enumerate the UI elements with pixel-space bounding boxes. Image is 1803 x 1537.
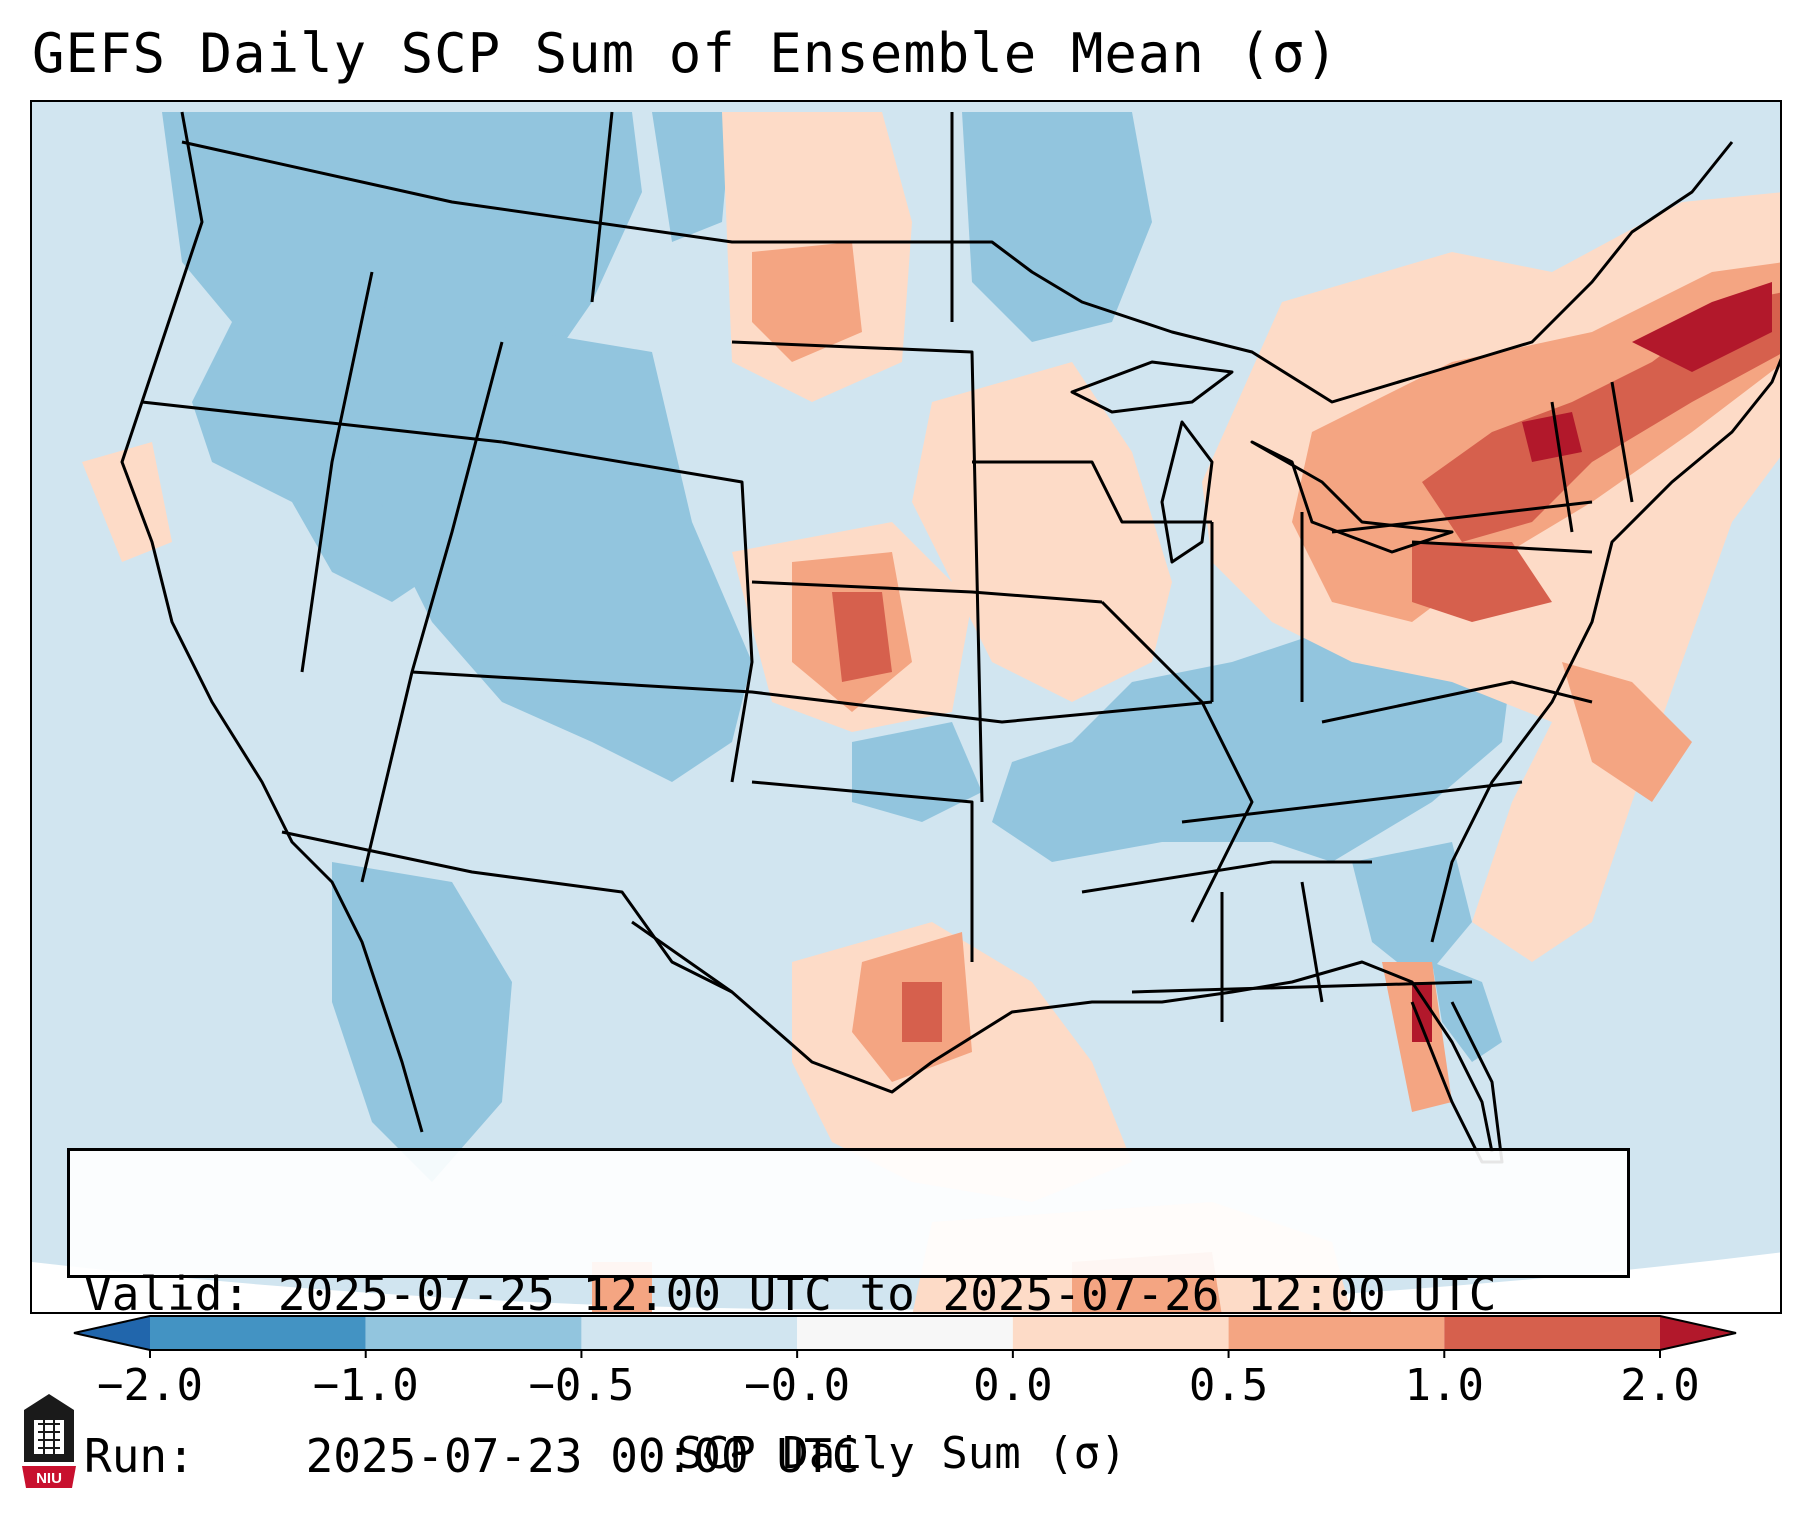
map-panel [30, 100, 1782, 1314]
state-line-23 [1610, 381, 1634, 503]
mid-blob-northdakota [752, 242, 862, 362]
map-canvas [32, 111, 1780, 1312]
state-line-11 [1100, 600, 1254, 923]
logo-text: NIU [36, 1470, 62, 1487]
run-line: Run: 2025-07-23 00:00 UTC [84, 1429, 1613, 1483]
chart-title: GEFS Daily SCP Sum of Ensemble Mean (σ) [32, 22, 1339, 85]
colorbar-tick-label: −0.0 [744, 1360, 851, 1411]
negative-blob-mexico [332, 862, 512, 1182]
great-lakes-michigan [1160, 420, 1214, 564]
state-line-15 [1081, 860, 1372, 894]
valid-label: Valid: [84, 1267, 251, 1321]
negative-anomaly-layer [162, 112, 1512, 1182]
mid-blob-atlantic [1562, 662, 1692, 802]
coastline-west [120, 111, 424, 1133]
negative-blob-oklahoma [852, 722, 982, 822]
colorbar-tick-label: −2.0 [97, 1360, 203, 1411]
state-line-22 [1550, 401, 1574, 533]
state-line-20 [1331, 500, 1593, 534]
max-blob-vermont [1632, 282, 1772, 372]
colorbar-tick-label: −0.5 [528, 1360, 635, 1411]
colorbar-label: SCP Daily Sum (σ) [676, 1428, 1127, 1479]
canada-border [181, 140, 1734, 404]
state-line-10 [972, 460, 1212, 524]
colorbar-bin [150, 1316, 366, 1350]
colorbar-ticks [149, 1350, 1661, 1358]
negative-blob-rockies [352, 302, 752, 782]
colorbar-tick-label: 2.0 [1620, 1360, 1700, 1411]
negative-blob-montana [652, 112, 732, 242]
state-line-6 [590, 111, 614, 303]
state-line-18 [1131, 980, 1473, 994]
state-line-21 [1411, 540, 1593, 554]
great-lakes-superior [1070, 360, 1234, 414]
state-line-1 [300, 271, 374, 673]
state-line-17 [1300, 881, 1324, 1003]
colorbar-tick-label: 1.0 [1404, 1360, 1485, 1411]
colorbar-bins [73, 1315, 1737, 1351]
max-blob-newyork [1522, 412, 1582, 462]
colorbar-bin [1228, 1316, 1445, 1350]
colorbar-tick-label: −1.0 [312, 1360, 419, 1411]
state-line-3 [360, 341, 504, 883]
state-line-24 [1321, 680, 1593, 724]
negative-blob-southeast [1352, 842, 1472, 982]
colorbar-bin [1012, 1316, 1229, 1350]
colorbar-bin [1444, 1316, 1660, 1350]
colorbar-bin [797, 1316, 1013, 1350]
colorbar [73, 1315, 1737, 1358]
high-blob-pennsylvania [1412, 542, 1552, 622]
run-label: Run: [84, 1429, 195, 1483]
max-blob-florida [1412, 982, 1432, 1042]
valid-line: Valid: 2025-07-25 12:00 UTC to 2025-07-2… [84, 1267, 1613, 1321]
high-blob-texas-core [902, 982, 942, 1042]
state-line-9 [751, 580, 1103, 604]
high-blob-kansas-core [832, 592, 892, 682]
colorbar-bin [365, 1316, 582, 1350]
state-line-19 [751, 780, 974, 962]
mexico-border [281, 830, 733, 994]
negative-blob-ohio-valley [992, 622, 1512, 862]
atlantic-coast [1430, 357, 1780, 943]
positive-blob-california [82, 442, 172, 562]
colorbar-tick-label: 0.5 [1188, 1360, 1269, 1411]
state-line-5 [411, 670, 1213, 724]
state-line-14 [1181, 780, 1523, 824]
niu-logo: NIU [22, 1394, 76, 1488]
gulf-coast [631, 920, 1494, 1153]
negative-blob-minnesota [962, 112, 1152, 342]
run-value: 2025-07-23 00:00 UTC [305, 1429, 860, 1483]
valid-run-box: Valid: 2025-07-25 12:00 UTC to 2025-07-2… [67, 1148, 1630, 1483]
state-line-2 [141, 400, 503, 444]
state-line-8 [731, 340, 984, 803]
colorbar-extend-low [74, 1316, 150, 1350]
state-line-4 [501, 440, 754, 783]
colorbar-extend-high [1660, 1316, 1736, 1350]
negative-blob-florida [1432, 962, 1502, 1062]
valid-value: 2025-07-25 12:00 UTC to 2025-07-26 12:00… [277, 1267, 1497, 1321]
great-lakes-huron-erie [1250, 440, 1454, 554]
colorbar-bin [581, 1316, 798, 1350]
colorbar-tick-label: 0.0 [973, 1360, 1053, 1411]
positive-anomaly-layer-max [1412, 282, 1772, 1042]
boundaries [120, 111, 1780, 1164]
